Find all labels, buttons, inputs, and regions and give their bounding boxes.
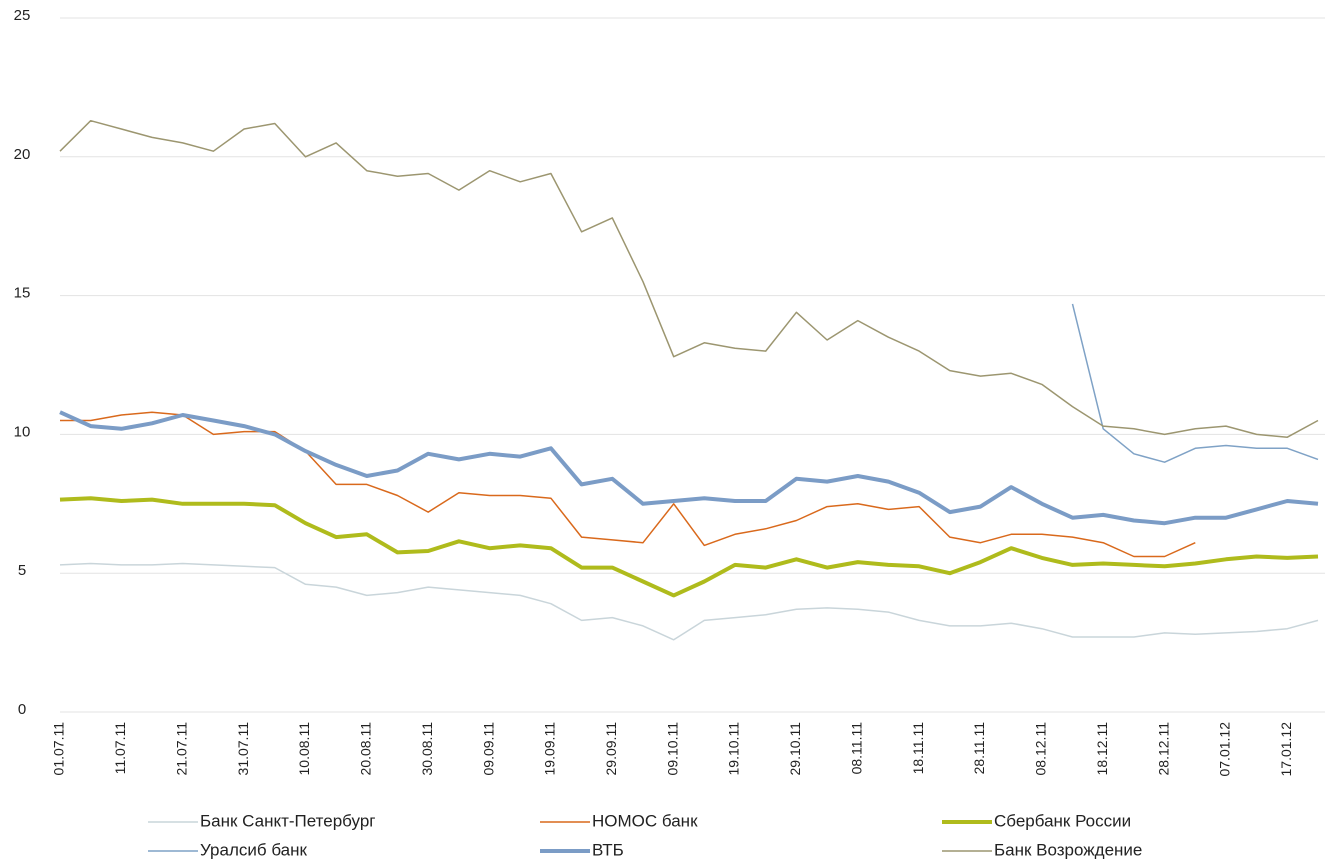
x-tick-label: 01.07.11 [51, 722, 67, 776]
x-tick-label: 20.08.11 [358, 722, 374, 776]
x-tick-label: 11.07.11 [112, 722, 128, 775]
x-tick-label: 07.01.12 [1217, 722, 1233, 777]
legend-label: Банк Возрождение [994, 840, 1142, 859]
line-series [59, 410, 1319, 526]
x-tick-label: 29.09.11 [603, 722, 619, 776]
y-tick-label: 25 [14, 7, 31, 24]
y-tick-label: 5 [18, 562, 26, 579]
legend-label: Банк Санкт-Петербург [200, 811, 376, 830]
line-series [59, 119, 1319, 438]
x-tick-label: 09.10.11 [664, 722, 680, 776]
x-tick-label: 28.12.11 [1155, 722, 1171, 776]
x-tick-label: 21.07.11 [173, 722, 189, 776]
x-tick-label: 18.11.11 [910, 722, 926, 775]
y-tick-label: 0 [18, 701, 26, 718]
x-tick-label: 31.07.11 [235, 722, 251, 776]
legend-label: НОМОС банк [592, 811, 698, 830]
x-tick-label: 19.10.11 [726, 722, 742, 776]
line-series [59, 496, 1319, 598]
legend-label: Уралсиб банк [200, 840, 308, 859]
y-tick-label: 20 [14, 146, 31, 163]
line-series [59, 562, 1319, 641]
line-series [60, 411, 1196, 558]
y-tick-label: 15 [14, 285, 31, 302]
x-tick-label: 28.11.11 [971, 722, 987, 775]
legend-label: ВТБ [592, 840, 624, 859]
legend-label: Сбербанк России [994, 811, 1131, 830]
x-tick-label: 08.12.11 [1033, 722, 1049, 776]
x-tick-label: 09.09.11 [480, 722, 496, 776]
x-tick-label: 10.08.11 [296, 722, 312, 776]
y-tick-label: 10 [14, 423, 31, 440]
x-tick-label: 29.10.11 [787, 722, 803, 776]
x-tick-label: 19.09.11 [542, 722, 558, 776]
x-tick-label: 17.01.12 [1278, 722, 1294, 777]
x-tick-label: 18.12.11 [1094, 722, 1110, 776]
x-tick-label: 08.11.11 [848, 722, 864, 775]
line-series [1071, 303, 1319, 463]
x-tick-label: 30.08.11 [419, 722, 435, 776]
